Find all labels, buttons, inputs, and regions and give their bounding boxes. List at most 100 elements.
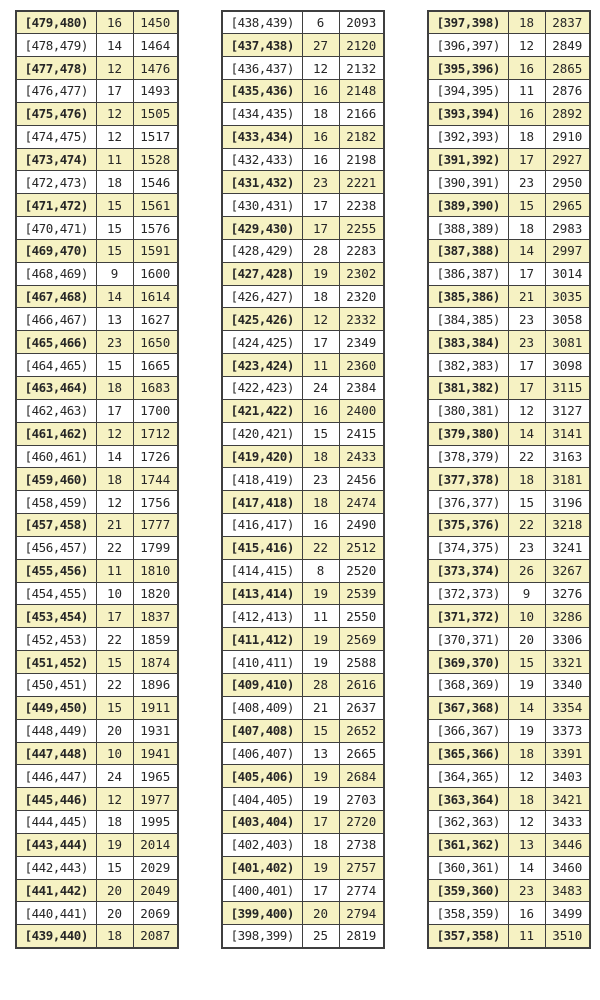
cumulative-cell: 3499 xyxy=(544,901,591,926)
interval-cell: [387,388) xyxy=(427,238,509,263)
frequency-cell: 17 xyxy=(507,147,546,172)
table-row: [401,402) 19 2757 xyxy=(221,855,385,880)
cumulative-cell: 3196 xyxy=(544,490,591,515)
cumulative-cell: 2550 xyxy=(338,604,385,629)
cumulative-cell: 1528 xyxy=(132,147,179,172)
cumulative-cell: 3276 xyxy=(544,581,591,606)
table-row: [465,466) 23 1650 xyxy=(15,330,179,355)
table-row: [385,386) 21 3035 xyxy=(427,284,591,309)
cumulative-cell: 2774 xyxy=(338,878,385,903)
table-row: [398,399) 25 2819 xyxy=(221,924,385,949)
frequency-cell: 20 xyxy=(95,878,134,903)
table-row: [444,445) 18 1995 xyxy=(15,810,179,834)
frequency-cell: 12 xyxy=(95,421,134,446)
frequency-cell: 15 xyxy=(95,193,134,218)
table-row: [450,451) 22 1896 xyxy=(15,672,179,697)
interval-cell: [399,400) xyxy=(221,901,303,926)
cumulative-cell: 3267 xyxy=(544,558,591,583)
frequency-cell: 22 xyxy=(507,444,546,469)
frequency-cell: 17 xyxy=(95,398,134,423)
cumulative-cell: 1896 xyxy=(132,672,179,697)
cumulative-cell: 2652 xyxy=(338,718,385,743)
cumulative-cell: 3127 xyxy=(544,398,591,423)
interval-cell: [455,456) xyxy=(15,558,97,583)
table-row: [416,417) 16 2490 xyxy=(221,513,385,537)
interval-cell: [474,475) xyxy=(15,124,97,149)
table-row: [374,375) 23 3241 xyxy=(427,535,591,560)
interval-cell: [415,416) xyxy=(221,535,303,560)
cumulative-cell: 1756 xyxy=(132,490,179,515)
cumulative-cell: 1799 xyxy=(132,535,179,560)
interval-cell: [448,449) xyxy=(15,718,97,743)
cumulative-cell: 2384 xyxy=(338,376,385,400)
frequency-cell: 16 xyxy=(95,10,134,35)
cumulative-cell: 3391 xyxy=(544,741,591,766)
interval-cell: [358,359) xyxy=(427,901,509,926)
frequency-cell: 20 xyxy=(95,901,134,926)
frequency-cell: 16 xyxy=(507,101,546,126)
table-row: [419,420) 18 2433 xyxy=(221,444,385,469)
cumulative-cell: 2415 xyxy=(338,421,385,446)
frequency-cell: 14 xyxy=(507,421,546,446)
frequency-cell: 18 xyxy=(301,444,340,469)
frequency-cell: 18 xyxy=(507,216,546,240)
table-row: [442,443) 15 2029 xyxy=(15,855,179,880)
cumulative-cell: 2221 xyxy=(338,170,385,195)
frequency-cell: 19 xyxy=(301,650,340,674)
cumulative-cell: 1941 xyxy=(132,741,179,766)
table-row: [454,455) 10 1820 xyxy=(15,581,179,606)
table-row: [446,447) 24 1965 xyxy=(15,764,179,789)
cumulative-cell: 2087 xyxy=(132,924,179,949)
interval-cell: [389,390) xyxy=(427,193,509,218)
cumulative-cell: 3433 xyxy=(544,810,591,834)
frequency-cell: 19 xyxy=(301,855,340,880)
table-row: [433,434) 16 2182 xyxy=(221,124,385,149)
table-row: [389,390) 15 2965 xyxy=(427,193,591,218)
table-row: [392,393) 18 2910 xyxy=(427,124,591,149)
table-row: [452,453) 22 1859 xyxy=(15,627,179,652)
table-row: [432,433) 16 2198 xyxy=(221,147,385,172)
cumulative-cell: 1476 xyxy=(132,56,179,81)
table-row: [417,418) 18 2474 xyxy=(221,490,385,515)
table-row: [376,377) 15 3196 xyxy=(427,490,591,515)
interval-cell: [473,474) xyxy=(15,147,97,172)
interval-cell: [369,370) xyxy=(427,650,509,674)
cumulative-cell: 2865 xyxy=(544,56,591,81)
table-row: [438,439) 6 2093 xyxy=(221,10,385,35)
interval-cell: [447,448) xyxy=(15,741,97,766)
table-row: [393,394) 16 2892 xyxy=(427,101,591,126)
frequency-cell: 17 xyxy=(301,810,340,834)
frequency-cell: 21 xyxy=(301,695,340,720)
cumulative-cell: 2876 xyxy=(544,79,591,103)
interval-cell: [368,369) xyxy=(427,672,509,697)
frequency-cell: 17 xyxy=(301,216,340,240)
cumulative-cell: 1546 xyxy=(132,170,179,195)
cumulative-cell: 2703 xyxy=(338,787,385,812)
frequency-cell: 12 xyxy=(507,810,546,834)
frequency-cell: 15 xyxy=(507,490,546,515)
cumulative-cell: 2637 xyxy=(338,695,385,720)
cumulative-cell: 3035 xyxy=(544,284,591,309)
table-row: [464,465) 15 1665 xyxy=(15,353,179,377)
table-row: [365,366) 18 3391 xyxy=(427,741,591,766)
frequency-cell: 15 xyxy=(95,695,134,720)
table-row: [370,371) 20 3306 xyxy=(427,627,591,652)
cumulative-cell: 3218 xyxy=(544,513,591,537)
frequency-cell: 6 xyxy=(301,10,340,35)
table-row: [383,384) 23 3081 xyxy=(427,330,591,355)
table-row: [447,448) 10 1941 xyxy=(15,741,179,766)
interval-cell: [370,371) xyxy=(427,627,509,652)
interval-cell: [421,422) xyxy=(221,398,303,423)
frequency-cell: 17 xyxy=(301,330,340,355)
table-row: [427,428) 19 2302 xyxy=(221,261,385,286)
cumulative-cell: 2360 xyxy=(338,353,385,377)
table-row: [469,470) 15 1591 xyxy=(15,238,179,263)
frequency-cell: 23 xyxy=(507,307,546,332)
cumulative-cell: 3403 xyxy=(544,764,591,789)
interval-cell: [432,433) xyxy=(221,147,303,172)
interval-cell: [363,364) xyxy=(427,787,509,812)
table-row: [362,363) 12 3433 xyxy=(427,810,591,834)
frequency-cell: 18 xyxy=(507,10,546,35)
cumulative-cell: 3510 xyxy=(544,924,591,949)
